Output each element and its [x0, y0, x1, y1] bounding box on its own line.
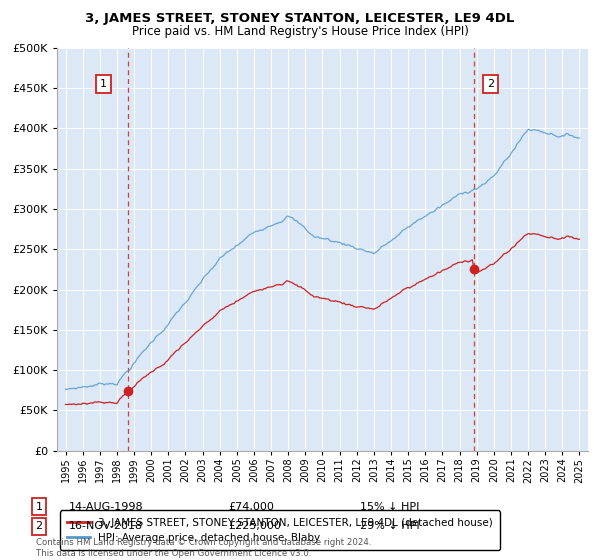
- Text: 1: 1: [100, 79, 107, 89]
- Text: 2: 2: [487, 79, 494, 89]
- Text: £74,000: £74,000: [228, 502, 274, 512]
- Text: 14-AUG-1998: 14-AUG-1998: [69, 502, 143, 512]
- Text: Price paid vs. HM Land Registry's House Price Index (HPI): Price paid vs. HM Land Registry's House …: [131, 25, 469, 38]
- Text: Contains HM Land Registry data © Crown copyright and database right 2024.
This d: Contains HM Land Registry data © Crown c…: [36, 538, 371, 558]
- Text: 16-NOV-2018: 16-NOV-2018: [69, 521, 143, 531]
- Text: 15% ↓ HPI: 15% ↓ HPI: [360, 502, 419, 512]
- Text: £225,000: £225,000: [228, 521, 281, 531]
- Text: 3, JAMES STREET, STONEY STANTON, LEICESTER, LE9 4DL: 3, JAMES STREET, STONEY STANTON, LEICEST…: [85, 12, 515, 25]
- Text: 29% ↓ HPI: 29% ↓ HPI: [360, 521, 419, 531]
- Legend: 3, JAMES STREET, STONEY STANTON, LEICESTER, LE9 4DL (detached house), HPI: Avera: 3, JAMES STREET, STONEY STANTON, LEICEST…: [59, 511, 500, 550]
- Text: 1: 1: [35, 502, 43, 512]
- Text: 2: 2: [35, 521, 43, 531]
